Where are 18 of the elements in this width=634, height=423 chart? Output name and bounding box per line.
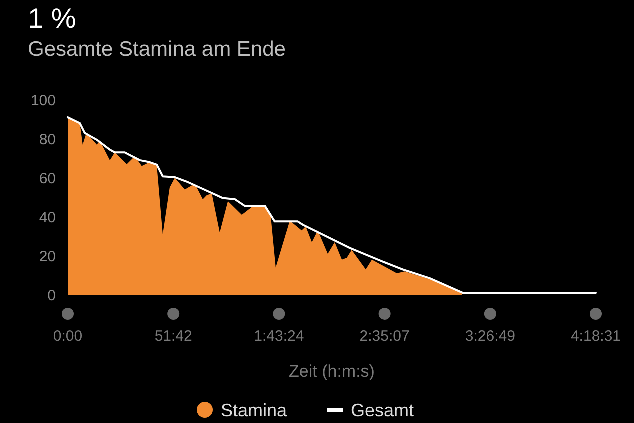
y-tick-label: 20 [39,248,56,266]
x-tick-label: 1:43:24 [254,328,304,345]
y-tick-label: 80 [39,131,56,148]
x-tick-label: 2:35:07 [360,328,410,345]
x-tick-label: 3:26:49 [465,328,516,345]
legend-label: Gesamt [351,400,414,420]
x-tick-label: 4:18:31 [570,328,622,345]
x-tick-label: 0:00 [53,328,83,345]
chart-subtitle: Gesamte Stamina am Ende [28,38,286,61]
y-tick-label: 0 [48,287,56,304]
x-tick-label: 51:42 [154,328,192,345]
y-tick-label: 60 [39,170,56,188]
y-tick-label: 40 [39,209,56,226]
chart-title: 1 % [28,3,76,34]
y-tick-label: 100 [30,92,56,110]
legend-label: Stamina [221,400,288,420]
line-series [67,116,597,294]
x-axis-title: Zeit (h:m:s) [289,362,375,381]
